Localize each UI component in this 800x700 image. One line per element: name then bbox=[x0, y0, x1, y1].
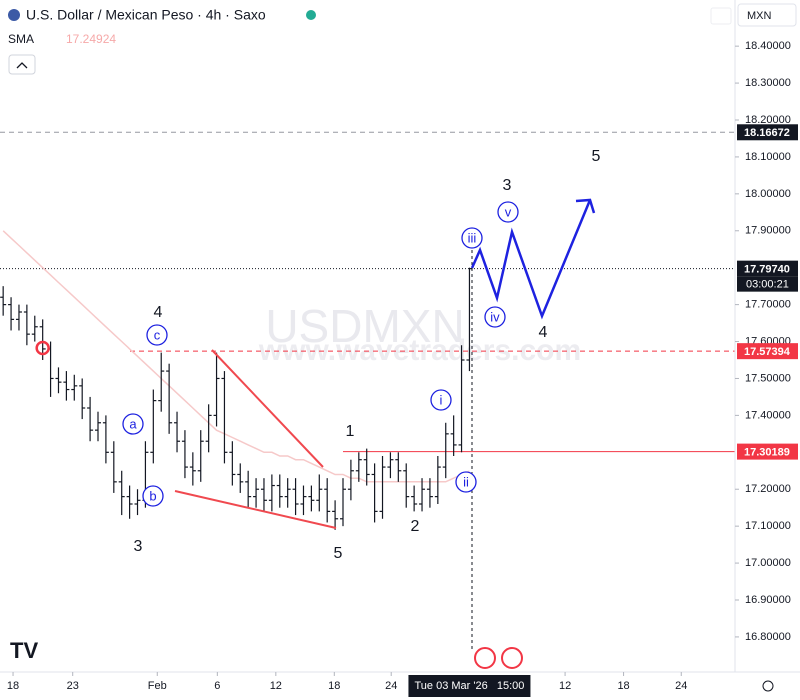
y-tick-label: 17.50000 bbox=[745, 372, 791, 384]
wave-circle bbox=[497, 201, 519, 223]
y-tick-label: 17.40000 bbox=[745, 409, 791, 421]
trend-line bbox=[174, 490, 337, 529]
x-tick-label: 18 bbox=[7, 680, 19, 692]
current-time-box bbox=[408, 675, 531, 697]
level-box bbox=[737, 124, 798, 141]
y-tick-label: 17.70000 bbox=[745, 299, 791, 311]
wave-circle bbox=[142, 485, 164, 507]
level-label: 17.57394 bbox=[744, 346, 791, 358]
flag-icon bbox=[8, 9, 20, 21]
wave-label: i bbox=[440, 392, 443, 407]
wave-circle bbox=[430, 389, 452, 411]
x-tick-label: 24 bbox=[385, 680, 397, 692]
wave-circle bbox=[122, 413, 144, 435]
header: U.S. Dollar / Mexican Peso · 4h · Saxo S… bbox=[8, 3, 797, 75]
settings-icon[interactable] bbox=[762, 680, 774, 692]
y-tick-label: 16.80000 bbox=[745, 631, 791, 643]
wave-circle bbox=[461, 227, 483, 249]
wave-label: c bbox=[154, 327, 161, 342]
y-tick-label: 17.10000 bbox=[745, 520, 791, 532]
x-tick-label: 6 bbox=[214, 680, 220, 692]
marker bbox=[35, 340, 50, 356]
countdown: 03:00:21 bbox=[746, 279, 789, 291]
wave-label: iii bbox=[468, 230, 477, 245]
level-box bbox=[737, 260, 798, 277]
market-status bbox=[306, 10, 316, 20]
event-icon[interactable] bbox=[501, 647, 523, 669]
y-tick-label: 17.90000 bbox=[745, 225, 791, 237]
wave-label: v bbox=[505, 204, 512, 219]
level-box bbox=[737, 443, 798, 460]
level-label: 18.16672 bbox=[744, 127, 790, 139]
wave-circle bbox=[146, 324, 168, 346]
y-tick-label: 18.30000 bbox=[745, 77, 791, 89]
level-box bbox=[737, 343, 798, 360]
wave-number: 4 bbox=[154, 304, 163, 321]
projection-path bbox=[470, 199, 592, 320]
watermark-symbol: USDMXN bbox=[265, 300, 464, 352]
x-tick-label: 23 bbox=[67, 680, 79, 692]
y-tick-label: 18.40000 bbox=[745, 40, 791, 52]
screenshot-icon[interactable] bbox=[710, 7, 732, 25]
collapse-button[interactable] bbox=[8, 54, 36, 75]
wave-label: b bbox=[149, 488, 156, 503]
wave-number: 4 bbox=[539, 324, 548, 341]
projection-arrow bbox=[575, 198, 596, 214]
trend-line bbox=[211, 349, 324, 468]
watermark-site: www.wavetraders.com bbox=[258, 334, 581, 367]
y-tick-label: 17.20000 bbox=[745, 483, 791, 495]
x-tick-label: Feb bbox=[148, 680, 167, 692]
wave-label: iv bbox=[490, 309, 500, 324]
indicator-value: 17.24924 bbox=[66, 32, 116, 46]
indicator-name: SMA bbox=[8, 32, 34, 46]
wave-label: ii bbox=[463, 474, 469, 489]
currency: MXN bbox=[747, 10, 772, 22]
x-tick-label: 12 bbox=[559, 680, 571, 692]
collapse-icon bbox=[16, 62, 28, 69]
wave-circle bbox=[484, 306, 506, 328]
y-tick-label: 18.00000 bbox=[745, 188, 791, 200]
event-icon[interactable] bbox=[474, 647, 496, 669]
wave-number: 5 bbox=[592, 148, 601, 165]
x-tick-label: 12 bbox=[270, 680, 282, 692]
sma-line bbox=[2, 230, 470, 483]
footer: TV bbox=[10, 638, 774, 692]
x-tick-label: 18 bbox=[328, 680, 340, 692]
axes: 18.40000 18.30000 18.20000 18.10000 18.00000… bbox=[7, 40, 798, 697]
y-tick-label: 18.20000 bbox=[745, 114, 791, 126]
wave-label: a bbox=[129, 416, 137, 431]
symbol-title: U.S. Dollar / Mexican Peso · 4h · Saxo bbox=[26, 7, 266, 23]
wave-number: 1 bbox=[346, 423, 355, 440]
level-label: 17.30189 bbox=[744, 447, 790, 459]
wave-number: 2 bbox=[411, 518, 420, 535]
wave-number: 3 bbox=[134, 538, 143, 555]
current-time-label: Tue 03 Mar '26 15:00 bbox=[414, 680, 524, 692]
plot-area bbox=[0, 131, 735, 530]
drawings bbox=[174, 198, 596, 650]
y-tick-label: 17.00000 bbox=[745, 557, 791, 569]
y-tick-label: 18.10000 bbox=[745, 151, 791, 163]
tv-logo: TV bbox=[10, 638, 38, 663]
currency-button[interactable] bbox=[737, 3, 797, 27]
wave-number: 5 bbox=[334, 545, 343, 562]
y-tick-label: 16.90000 bbox=[745, 594, 791, 606]
x-tick-label: 18 bbox=[617, 680, 629, 692]
wave-circle bbox=[455, 471, 477, 493]
watermark: USDMXN www.wavetraders.com bbox=[258, 300, 581, 367]
countdown-box bbox=[737, 276, 798, 292]
wave-number: 3 bbox=[503, 177, 512, 194]
x-tick-label: 24 bbox=[675, 680, 687, 692]
level-label: 17.79740 bbox=[744, 264, 790, 276]
